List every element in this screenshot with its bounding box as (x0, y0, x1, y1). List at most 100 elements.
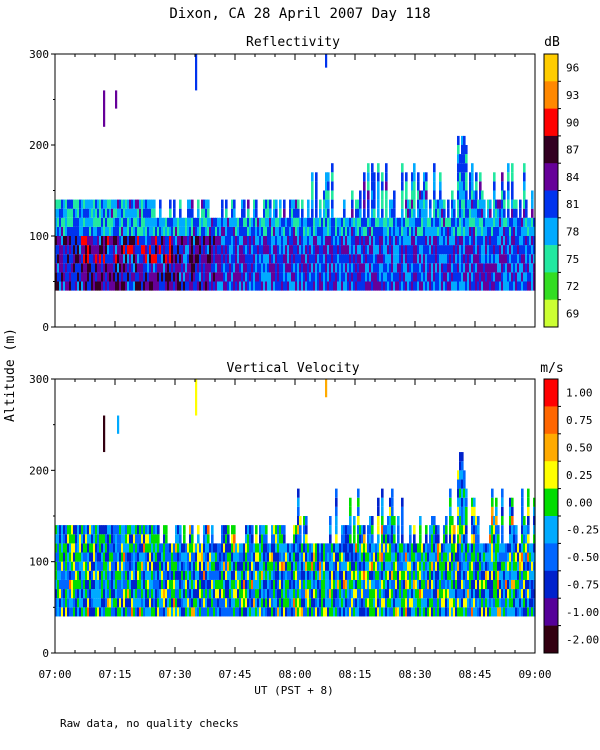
echo-cell (497, 217, 500, 227)
echo-cell (339, 245, 342, 255)
echo-cell (457, 570, 460, 580)
echo-cell (239, 598, 242, 608)
echo-cell (325, 570, 328, 580)
echo-cell (169, 236, 172, 246)
echo-cell (149, 226, 152, 236)
echo-cell (251, 254, 254, 264)
echo-cell (455, 570, 458, 580)
echo-cell (243, 199, 246, 209)
echo-cell (513, 552, 516, 562)
echo-cell (119, 543, 122, 553)
echo-cell (341, 245, 344, 255)
echo-cell (241, 561, 244, 571)
echo-cell (331, 543, 334, 553)
echo-cell (73, 199, 76, 209)
echo-cell (205, 525, 208, 535)
echo-cell (267, 607, 270, 617)
echo-cell (229, 226, 232, 236)
echo-cell (165, 245, 168, 255)
echo-cell (57, 245, 60, 255)
echo-cell (237, 226, 240, 236)
echo-cell (123, 570, 126, 580)
colorbar-label: -1.00 (566, 606, 599, 619)
echo-cell (337, 579, 340, 590)
echo-cell (433, 217, 436, 227)
echo-cell (287, 589, 290, 599)
echo-cell (389, 543, 392, 553)
echo-cell (365, 607, 368, 617)
echo-cell (443, 208, 446, 218)
echo-cell (433, 543, 436, 553)
echo-cell (501, 488, 504, 498)
echo-cell (57, 561, 60, 571)
echo-cell (521, 534, 524, 544)
echo-cell (409, 589, 412, 599)
echo-cell (131, 579, 134, 590)
echo-cell (299, 598, 302, 608)
echo-cell (471, 543, 474, 553)
echo-cell (73, 579, 76, 590)
echo-cell (401, 534, 404, 544)
echo-cell (167, 543, 170, 553)
echo-cell (373, 543, 376, 553)
echo-cell (155, 552, 158, 562)
echo-cell (441, 199, 444, 209)
echo-cell (427, 552, 430, 562)
echo-cell (523, 199, 526, 209)
echo-cell (497, 579, 500, 590)
echo-cell (195, 254, 198, 264)
echo-cell (501, 263, 504, 273)
echo-cell (79, 236, 82, 246)
echo-cell (257, 217, 260, 227)
echo-cell (249, 525, 252, 535)
echo-cell (281, 598, 284, 608)
echo-cell (389, 281, 392, 291)
echo-cell (427, 272, 430, 282)
echo-cell (353, 254, 356, 264)
echo-cell (481, 598, 484, 608)
echo-cell (161, 561, 164, 571)
echo-cell (529, 226, 532, 236)
echo-cell (197, 263, 200, 273)
echo-cell (511, 199, 514, 209)
echo-cell (181, 561, 184, 571)
echo-cell (271, 272, 274, 282)
echo-cell (245, 281, 248, 291)
echo-cell (285, 589, 288, 599)
echo-cell (423, 589, 426, 599)
echo-cell (113, 236, 116, 246)
echo-cell (125, 226, 128, 236)
echo-cell (529, 272, 532, 282)
echo-cell (473, 208, 476, 218)
echo-cell (371, 208, 374, 218)
echo-cell (97, 217, 100, 227)
echo-cell (319, 579, 322, 590)
echo-cell (441, 208, 444, 218)
echo-cell (393, 272, 396, 282)
echo-cell (345, 607, 348, 617)
echo-cell (479, 570, 482, 580)
echo-cell (107, 245, 110, 255)
echo-cell (405, 236, 408, 246)
echo-cell (169, 607, 172, 617)
echo-cell (499, 598, 502, 608)
echo-cell (115, 570, 118, 580)
echo-cell (489, 570, 492, 580)
echo-cell (307, 589, 310, 599)
echo-cell (211, 552, 214, 562)
echo-cell (391, 525, 394, 535)
echo-cell (191, 607, 194, 617)
echo-cell (221, 208, 224, 218)
echo-cell (125, 598, 128, 608)
echo-cell (83, 263, 86, 273)
echo-cell (349, 254, 352, 264)
echo-cell (163, 525, 166, 535)
echo-cell (239, 236, 242, 246)
echo-cell (185, 543, 188, 553)
echo-cell (381, 598, 384, 608)
echo-cell (409, 254, 412, 264)
echo-cell (377, 208, 380, 218)
echo-cell (103, 236, 106, 246)
echo-cell (71, 579, 74, 590)
echo-cell (225, 589, 228, 599)
